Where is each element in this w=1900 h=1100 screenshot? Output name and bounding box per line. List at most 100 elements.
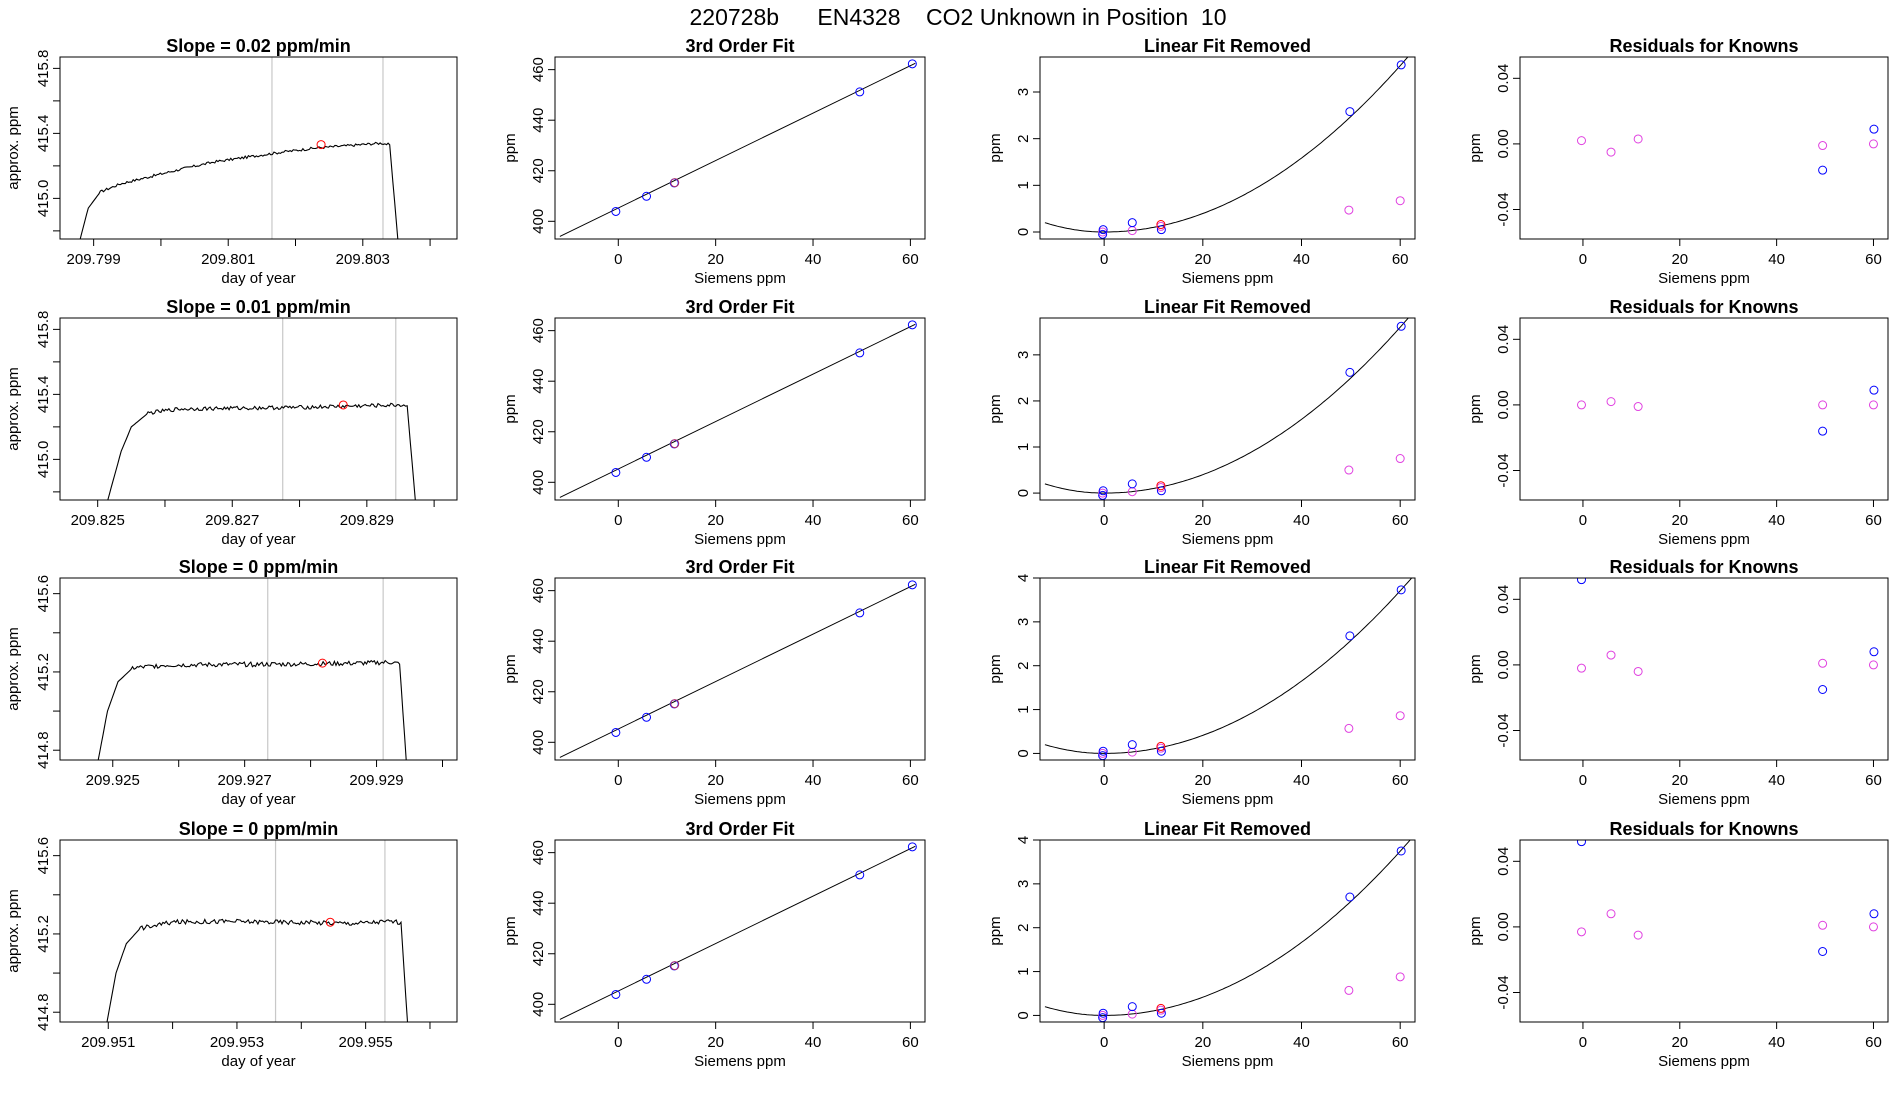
fit-line — [559, 583, 916, 758]
panel-title: Residuals for Knowns — [1609, 36, 1798, 56]
x-tick-label: 60 — [1392, 1034, 1409, 1051]
y-tick-label: 2 — [1015, 134, 1032, 142]
known-point-blue — [1396, 60, 1406, 70]
panel-r2-c3: Linear Fit Removed 0 20 40 60 0 1 2 3 Siemens ppm… — [987, 297, 1416, 548]
panel-title: Residuals for Knowns — [1609, 819, 1798, 839]
x-tick-label: 60 — [1865, 251, 1882, 268]
panel-title: 3rd Order Fit — [685, 36, 794, 56]
x-tick-label: 0 — [1100, 512, 1108, 529]
x-tick-label: 0 — [1579, 512, 1587, 529]
ppm-trace-line — [107, 402, 416, 500]
known-point-blue — [1127, 740, 1137, 750]
x-axis-label: Siemens ppm — [694, 1053, 786, 1070]
known-point-magenta — [1127, 1009, 1137, 1019]
y-axis-label: ppm — [987, 916, 1004, 945]
y-tick-label: 414.8 — [35, 731, 52, 769]
panel-r4-c4: Residuals for Knowns 0 20 40 60 -0.04 0.00 0.04… — [1467, 819, 1889, 1070]
y-axis-label: approx. ppm — [5, 889, 22, 972]
x-axis-label: Siemens ppm — [694, 270, 786, 287]
plot-area — [1044, 578, 1413, 760]
x-tick-label: 40 — [805, 512, 822, 529]
known-point-magenta — [1818, 920, 1828, 930]
known-point-blue — [1098, 225, 1108, 235]
unknown-point — [1156, 481, 1166, 491]
panel-r1-c2: 3rd Order Fit 0 20 40 60 400 420 440 460 Siemens … — [502, 36, 926, 287]
y-tick-label: 1 — [1015, 443, 1032, 451]
known-point-magenta — [1818, 400, 1828, 410]
y-tick-label: 415.2 — [35, 653, 52, 691]
known-point-blue — [855, 870, 865, 880]
quadratic-fit-curve — [1044, 57, 1409, 233]
known-point-magenta — [1868, 400, 1878, 410]
plot-area — [559, 59, 917, 237]
x-tick-label: 60 — [1392, 251, 1409, 268]
quadratic-fit-curve — [1044, 578, 1413, 754]
y-tick-label: 415.6 — [35, 575, 52, 613]
plot-frame — [1519, 56, 1889, 240]
plot-area — [559, 320, 917, 498]
x-tick-label: 40 — [1293, 772, 1310, 789]
plot-area — [106, 840, 409, 1022]
x-tick-label: 40 — [1768, 1034, 1785, 1051]
known-point-magenta — [1868, 660, 1878, 670]
x-axis-label: day of year — [221, 270, 295, 287]
y-tick-label: 0.04 — [1495, 325, 1512, 354]
x-tick-label: 60 — [902, 772, 919, 789]
panel-r4-c2: 3rd Order Fit 0 20 40 60 400 420 440 460 Siemens … — [502, 819, 926, 1070]
fit-line — [559, 323, 916, 498]
x-tick-label: 209.951 — [81, 1034, 135, 1051]
y-tick-label: 460 — [530, 318, 547, 343]
panel-title: Linear Fit Removed — [1144, 36, 1311, 56]
panel-r2-c4: Residuals for Knowns 0 20 40 60 -0.04 0.00 0.04… — [1467, 297, 1889, 548]
y-tick-label: 415.8 — [35, 50, 52, 88]
x-tick-label: 209.801 — [201, 251, 255, 268]
panel-title: Linear Fit Removed — [1144, 557, 1311, 577]
x-axis-label: day of year — [221, 531, 295, 548]
known-point-blue — [1345, 892, 1355, 902]
known-point-blue — [1869, 385, 1879, 395]
y-tick-label: 2 — [1015, 662, 1032, 670]
x-tick-label: 0 — [1100, 772, 1108, 789]
ppm-trace-line — [106, 918, 409, 1022]
known-point-blue — [1098, 229, 1108, 239]
x-axis-label: Siemens ppm — [1658, 791, 1750, 808]
y-tick-label: 415.4 — [35, 115, 52, 153]
known-point-blue — [1576, 840, 1586, 847]
quadratic-fit-curve — [1044, 318, 1409, 494]
x-tick-label: 209.953 — [210, 1034, 264, 1051]
x-tick-label: 0 — [1579, 772, 1587, 789]
x-tick-label: 60 — [1865, 772, 1882, 789]
y-axis-label: ppm — [987, 654, 1004, 683]
y-tick-label: 3 — [1015, 880, 1032, 888]
x-tick-label: 209.927 — [218, 772, 272, 789]
y-axis-label: ppm — [1467, 654, 1484, 683]
fit-line — [559, 845, 916, 1020]
ppm-trace-line — [79, 141, 399, 239]
known-point-magenta — [1576, 663, 1586, 673]
unknown-point — [670, 178, 680, 188]
y-axis-label: ppm — [1467, 133, 1484, 162]
known-point-blue — [907, 59, 917, 69]
y-axis-label: approx. ppm — [5, 367, 22, 450]
y-tick-label: 400 — [530, 992, 547, 1017]
panel-title: 3rd Order Fit — [685, 819, 794, 839]
x-tick-label: 0 — [1579, 1034, 1587, 1051]
panel-title: 3rd Order Fit — [685, 297, 794, 317]
x-axis-label: Siemens ppm — [1182, 531, 1274, 548]
y-axis-label: ppm — [987, 133, 1004, 162]
panel-r2-c1: Slope = 0.01 ppm/min 209.825 209.827 209.82… — [5, 297, 458, 548]
y-tick-label: 1 — [1015, 181, 1032, 189]
x-tick-label: 40 — [805, 772, 822, 789]
known-point-blue — [642, 712, 652, 722]
known-point-magenta — [1127, 747, 1137, 757]
known-point-blue — [1156, 486, 1166, 496]
known-point-magenta — [1818, 658, 1828, 668]
plot-frame — [554, 317, 926, 501]
x-tick-label: 0 — [1100, 1034, 1108, 1051]
known-point-magenta — [1633, 134, 1643, 144]
known-point-blue — [1818, 684, 1828, 694]
known-point-magenta — [1633, 402, 1643, 412]
x-tick-label: 40 — [1768, 251, 1785, 268]
unknown-point — [1156, 220, 1166, 230]
y-axis-label: ppm — [502, 654, 519, 683]
